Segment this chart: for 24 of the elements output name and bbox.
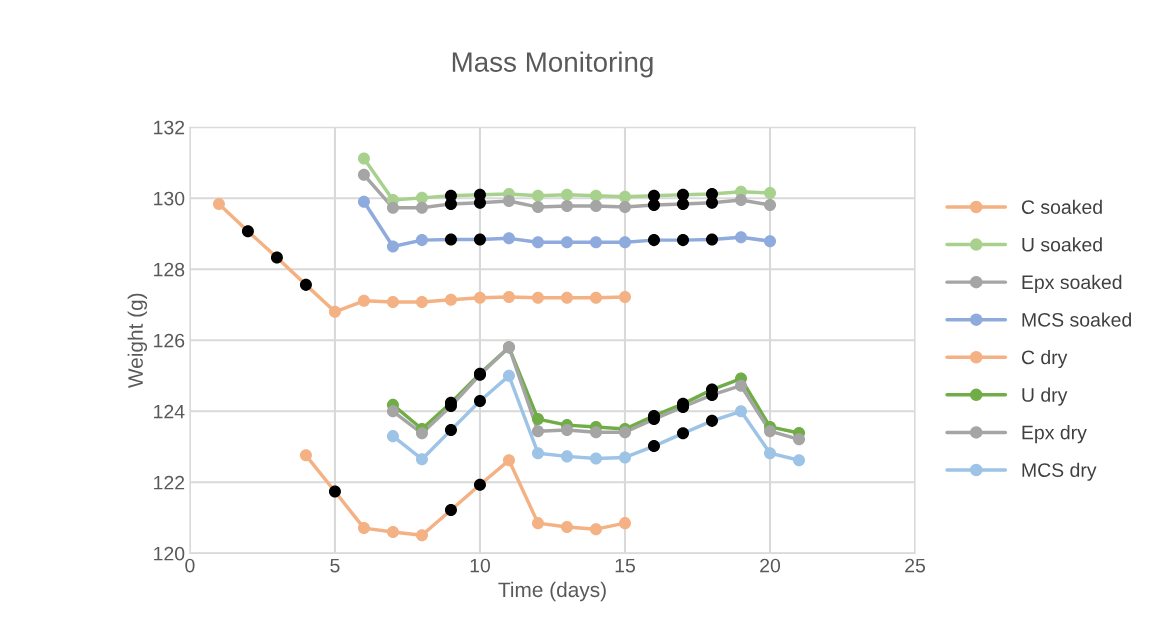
y-axis-title: Weight (g) bbox=[127, 293, 148, 389]
legend-label: Epx soaked bbox=[1022, 274, 1122, 293]
x-axis-title: Time (days) bbox=[498, 581, 606, 602]
y-tick-label: 120 bbox=[154, 546, 185, 561]
legend-label: U soaked bbox=[1022, 237, 1102, 252]
legend-label: C dry bbox=[1021, 349, 1068, 369]
legend-label: C soaked bbox=[1021, 199, 1102, 214]
y-tick-label: 126 bbox=[154, 333, 185, 348]
x-tick-label: 15 bbox=[615, 558, 635, 573]
y-tick-label: 124 bbox=[154, 404, 185, 419]
legend-label: Epx dry bbox=[1022, 425, 1087, 444]
legend-label: MCS soaked bbox=[1022, 312, 1131, 327]
y-tick-label: 122 bbox=[154, 475, 185, 490]
y-tick-label: 128 bbox=[154, 262, 185, 277]
x-tick-label: 0 bbox=[185, 558, 195, 573]
x-tick-label: 20 bbox=[760, 558, 781, 573]
legend-label: MCS dry bbox=[1022, 462, 1097, 481]
y-tick-label: 132 bbox=[154, 120, 185, 135]
x-tick-label: 25 bbox=[905, 558, 926, 573]
chart-title: Mass Monitoring bbox=[452, 51, 653, 78]
legend-label: U dry bbox=[1022, 387, 1068, 406]
x-tick-label: 10 bbox=[470, 558, 491, 573]
x-tick-label: 5 bbox=[330, 558, 340, 573]
y-tick-label: 130 bbox=[154, 191, 185, 206]
